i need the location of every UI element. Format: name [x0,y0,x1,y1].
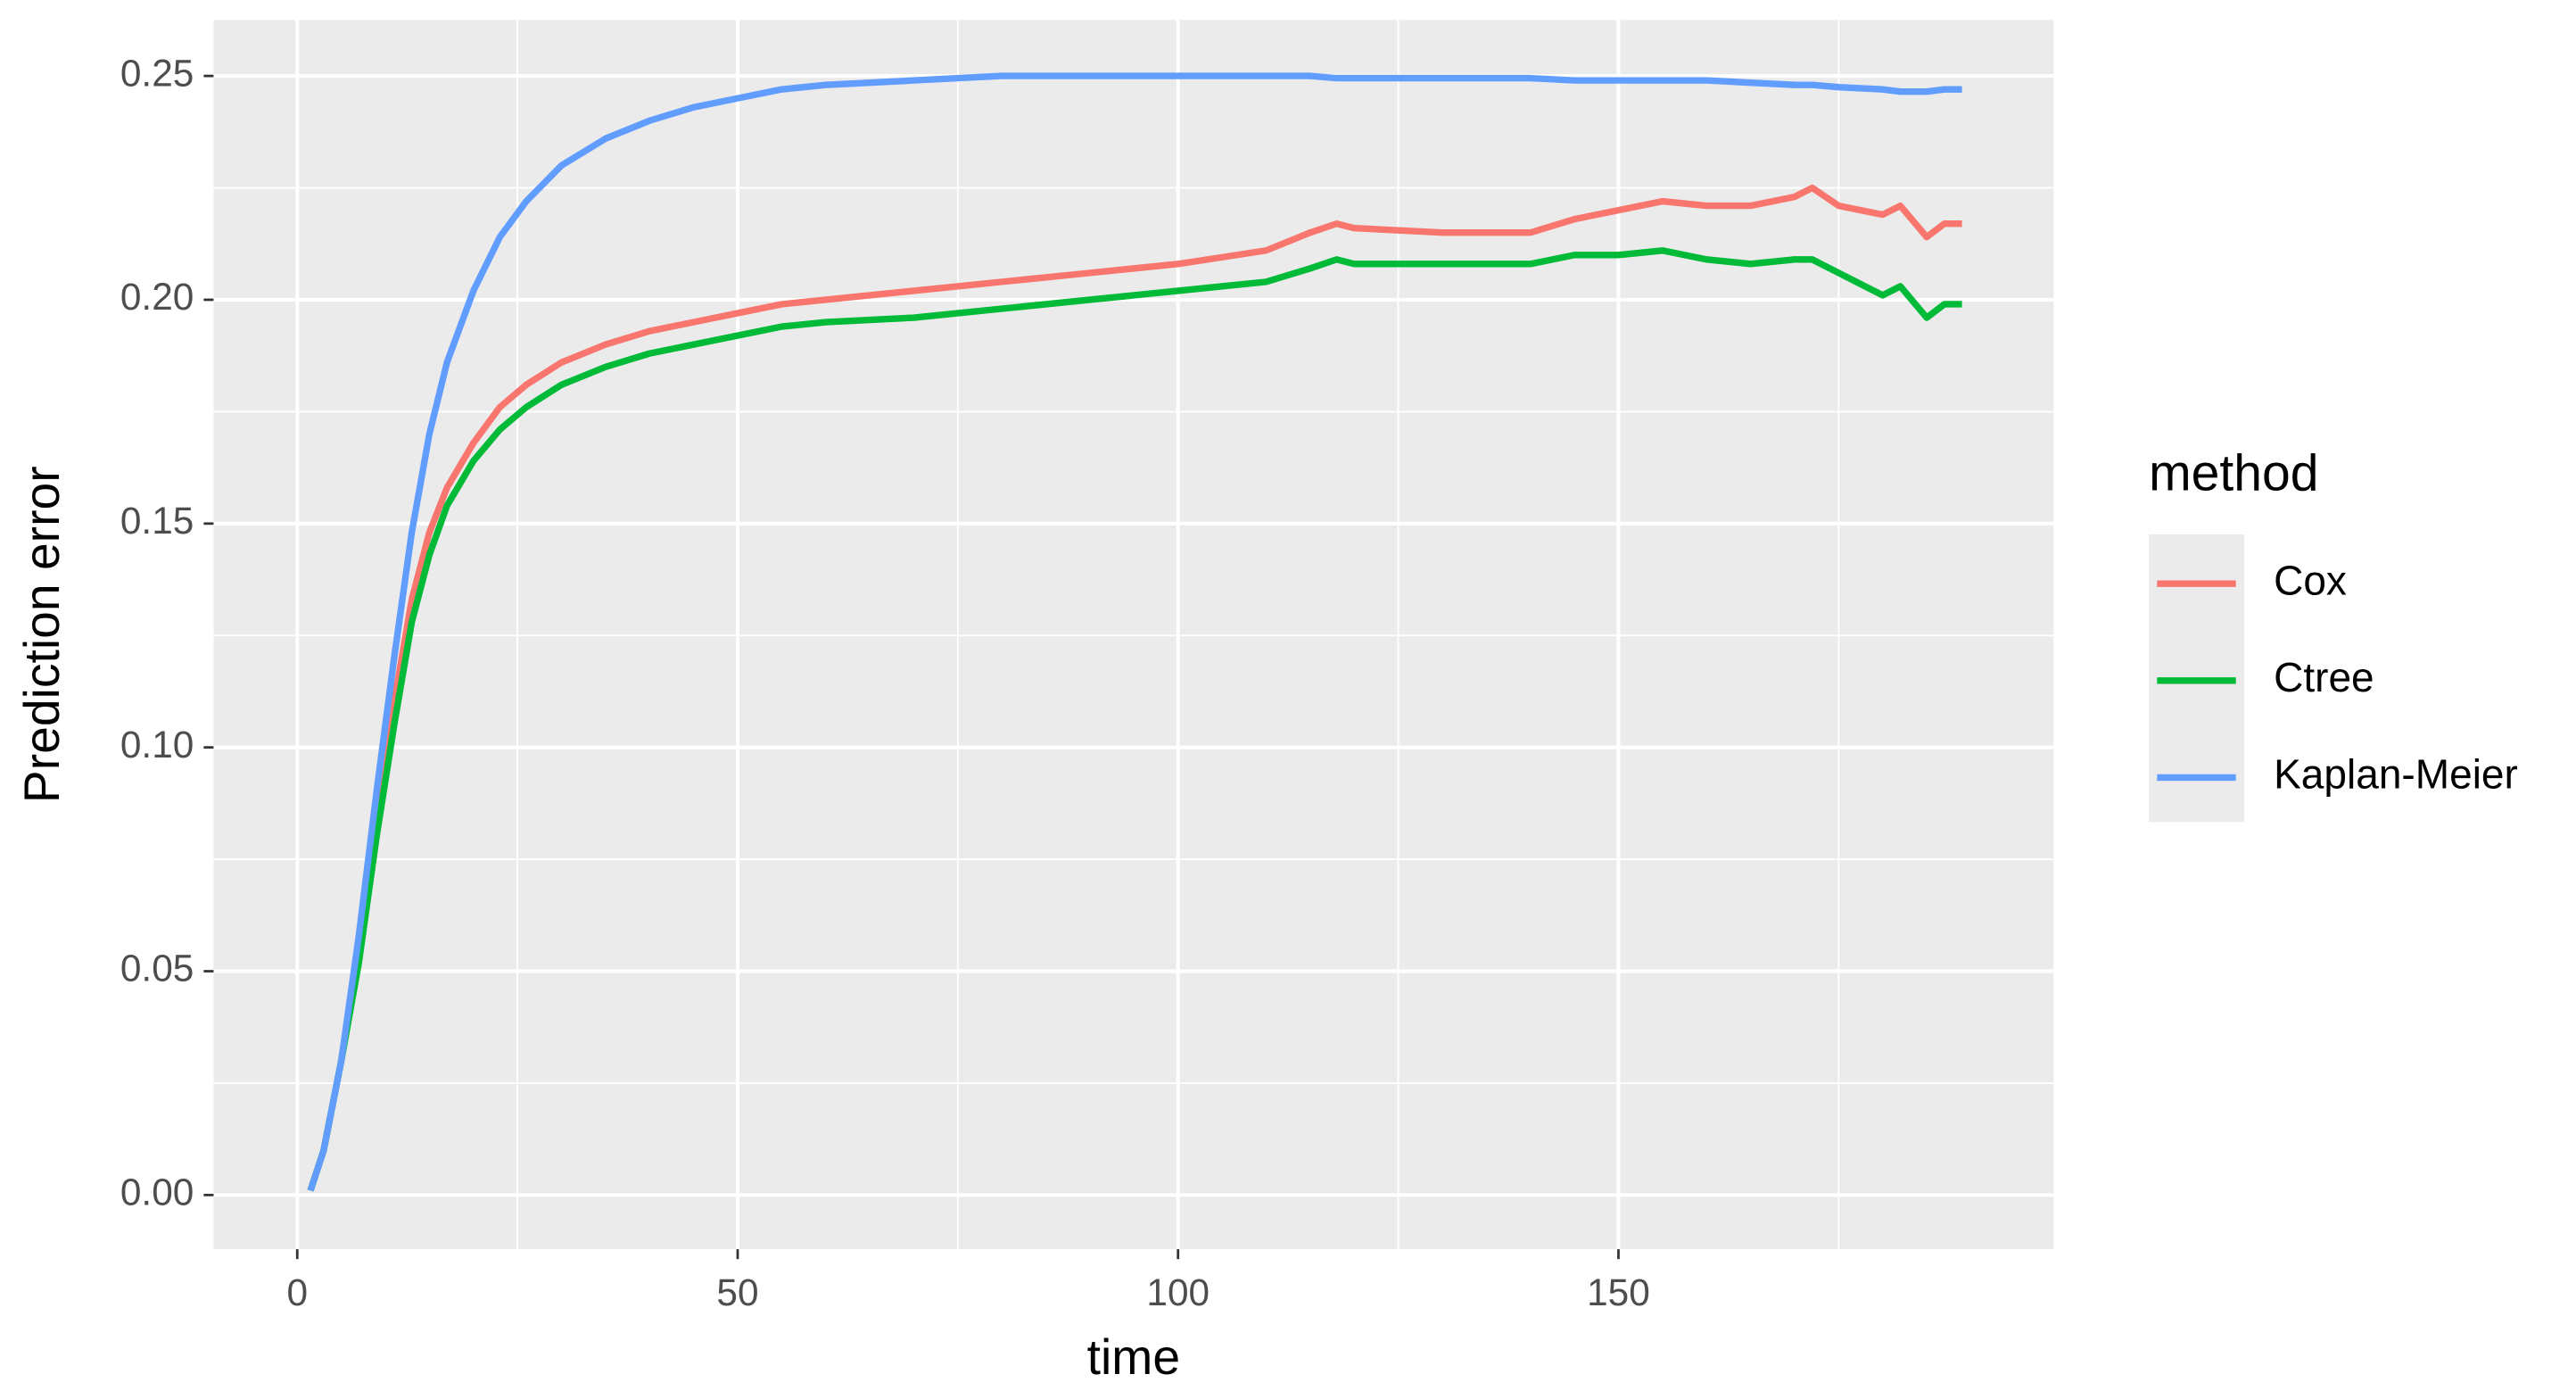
y-tick-label: 0.10 [120,724,194,766]
y-tick-label: 0.25 [120,52,194,94]
y-tick-label: 0.20 [120,276,194,318]
axes: 0 50 100 150 0.00 0.05 0.10 0.15 0.20 0.25 [120,52,1650,1313]
grid [213,20,2054,1250]
x-tick-label: 100 [1146,1271,1210,1313]
y-axis-title: Prediction error [14,466,70,803]
series-line [307,72,1962,1192]
legend-label: Cox [2274,557,2347,603]
y-tick-label: 0.00 [120,1171,194,1213]
y-tick-label: 0.15 [120,500,194,542]
panel [213,20,2054,1250]
legend-label: Ctree [2274,654,2374,700]
x-tick-label: 0 [286,1271,308,1313]
legend: Cox Ctree Kaplan-Meier [2149,534,2518,823]
x-tick-label: 50 [716,1271,758,1313]
lines [307,72,1962,1192]
series-line [307,184,1962,1192]
series-line [307,247,1962,1192]
x-tick-label: 150 [1587,1271,1650,1313]
legend-title: method [2149,445,2318,502]
x-axis-title: time [1087,1329,1180,1385]
legend-label: Kaplan-Meier [2274,751,2518,798]
y-tick-label: 0.05 [120,948,194,989]
